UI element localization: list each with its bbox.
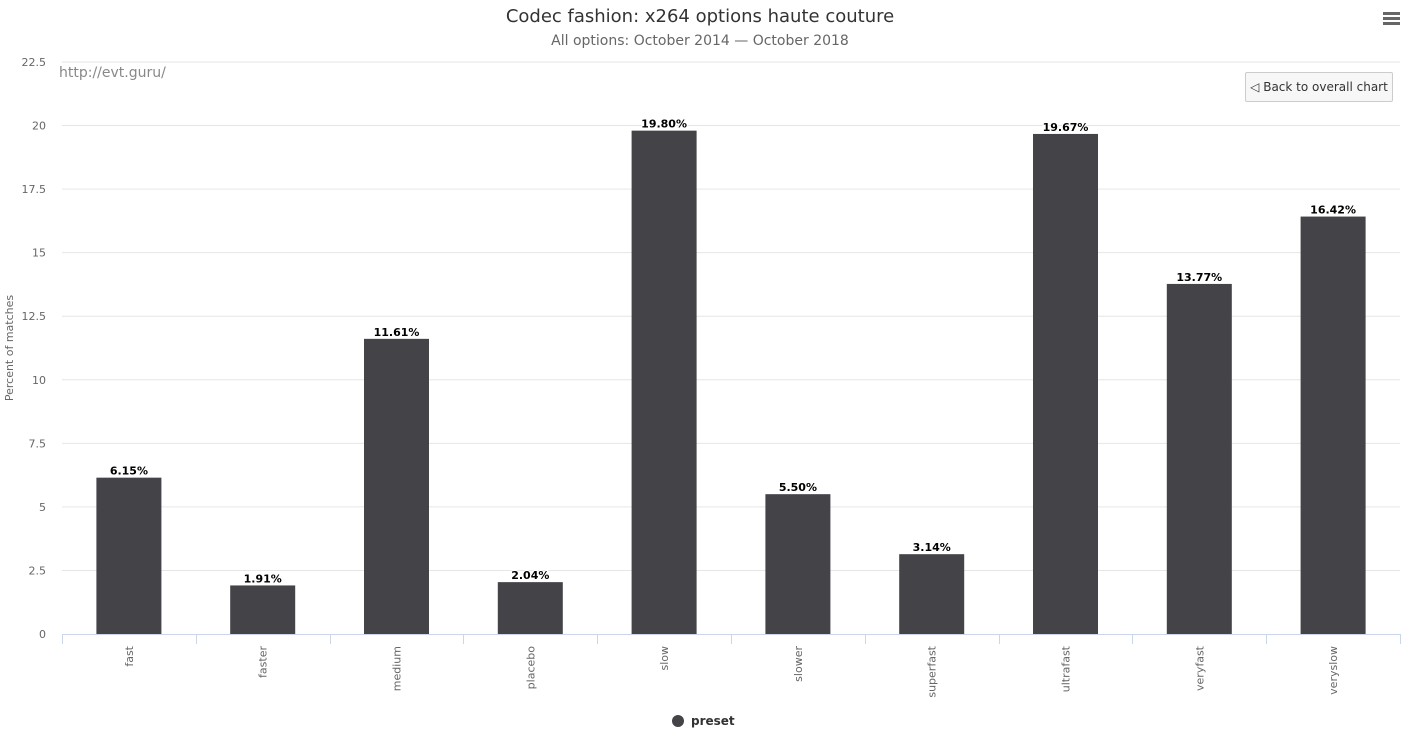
legend-item-preset[interactable]: preset xyxy=(672,714,735,728)
chart-title: Codec fashion: x264 options haute coutur… xyxy=(506,6,894,27)
data-label: 3.14% xyxy=(913,541,951,554)
y-tick-label: 10 xyxy=(32,374,46,387)
legend-marker xyxy=(672,715,684,727)
x-tick-label: fast xyxy=(123,645,136,666)
back-to-overall-chart-button[interactable]: ◁ Back to overall chart xyxy=(1245,72,1393,102)
y-tick-label: 2.5 xyxy=(29,564,47,577)
y-tick-label: 7.5 xyxy=(29,437,47,450)
x-tick-label: superfast xyxy=(926,645,939,697)
legend-label: preset xyxy=(691,714,735,728)
bar-ultrafast[interactable] xyxy=(1033,133,1098,634)
bar-veryfast[interactable] xyxy=(1166,283,1232,634)
data-label: 13.77% xyxy=(1176,271,1222,284)
x-tick-label: medium xyxy=(391,646,404,691)
x-tick-label: veryslow xyxy=(1327,646,1340,695)
data-label: 19.67% xyxy=(1043,121,1089,134)
y-tick-label: 17.5 xyxy=(22,183,47,196)
y-tick-label: 0 xyxy=(39,628,46,641)
y-tick-label: 5 xyxy=(39,501,46,514)
bar-veryslow[interactable] xyxy=(1300,216,1366,634)
y-tick-label: 15 xyxy=(32,247,46,260)
y-tick-label: 22.5 xyxy=(22,56,47,69)
x-tick-label: slower xyxy=(792,646,805,682)
bar-fast[interactable] xyxy=(96,477,162,634)
bar-faster[interactable] xyxy=(230,585,296,634)
bar-placebo[interactable] xyxy=(497,582,563,634)
y-tick-label: 20 xyxy=(32,120,46,133)
y-tick-label: 12.5 xyxy=(22,310,47,323)
chart-subtitle: All options: October 2014 — October 2018 xyxy=(551,33,849,49)
data-label: 19.80% xyxy=(641,118,687,131)
data-label: 11.61% xyxy=(374,326,420,339)
data-label: 6.15% xyxy=(110,465,148,478)
x-tick-label: faster xyxy=(257,646,270,678)
data-label: 16.42% xyxy=(1310,204,1356,217)
data-label: 2.04% xyxy=(511,569,549,582)
x-tick-label: placebo xyxy=(524,646,537,690)
x-tick-label: ultrafast xyxy=(1060,645,1073,692)
y-axis-title: Percent of matches xyxy=(3,295,16,402)
x-tick-label: slow xyxy=(658,646,671,671)
bar-slower[interactable] xyxy=(765,494,831,634)
bar-slow[interactable] xyxy=(631,130,697,634)
credit-link[interactable]: http://evt.guru/ xyxy=(59,65,166,81)
x-tick-label: veryfast xyxy=(1193,645,1206,691)
data-label: 5.50% xyxy=(779,481,817,494)
data-label: 1.91% xyxy=(244,572,282,585)
hamburger-menu-icon[interactable] xyxy=(1381,10,1401,30)
bar-superfast[interactable] xyxy=(899,554,965,634)
bar-medium[interactable] xyxy=(364,338,429,634)
